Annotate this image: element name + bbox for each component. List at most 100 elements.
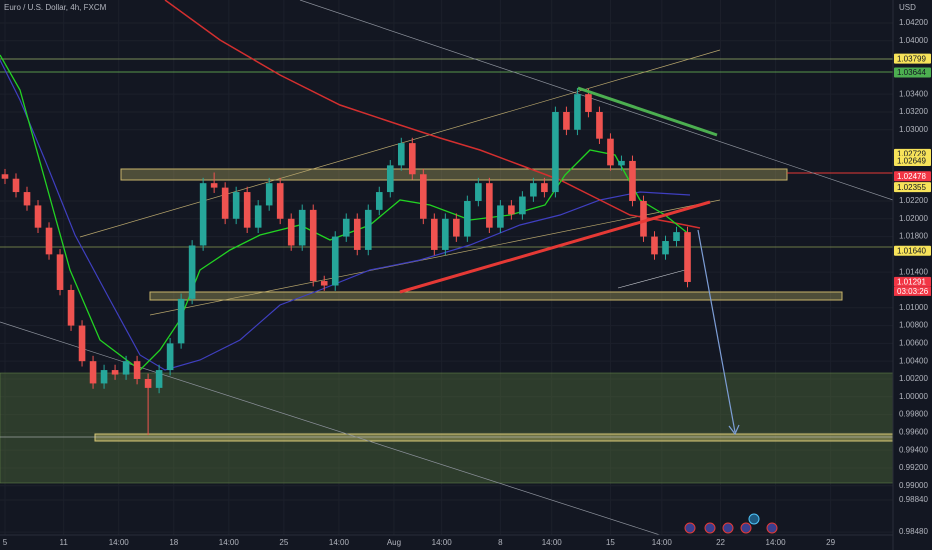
price-tag-label: 1.02729 [897, 149, 926, 158]
y-tick-label: 0.98480 [899, 527, 928, 536]
candle-body [144, 378, 152, 388]
arrow-head [728, 424, 740, 436]
candle-body [519, 196, 526, 215]
x-tick-label: 14:00 [432, 538, 453, 547]
moving-average [0, 54, 691, 371]
y-tick-label: 1.02200 [899, 196, 928, 205]
candle-body [45, 227, 53, 255]
y-tick-label: 0.98840 [899, 495, 928, 504]
candle-body [530, 183, 537, 197]
x-tick-label: 18 [169, 538, 178, 547]
candle-body [596, 111, 603, 139]
y-tick-label: 1.04000 [899, 36, 928, 45]
candle-body [265, 183, 273, 206]
candle-body [364, 209, 372, 250]
y-tick-label: 0.99600 [899, 427, 928, 436]
candle-body [442, 218, 449, 250]
price-tag-label: 1.03644 [897, 68, 926, 77]
candle-body [497, 205, 504, 228]
y-tick-label: 1.04200 [899, 18, 928, 27]
x-tick-label: 11 [60, 538, 69, 547]
target-zone [94, 433, 894, 442]
candle-body [166, 343, 174, 371]
y-tick-label: 0.99000 [899, 481, 928, 490]
candle-body [221, 187, 229, 219]
candle-body [320, 281, 328, 286]
resistance-zone [120, 168, 788, 181]
event-icons [684, 513, 778, 534]
candle-body [408, 143, 416, 175]
candle-body [199, 183, 207, 246]
y-tick-label: 1.00200 [899, 374, 928, 383]
y-tick-label: 0.99200 [899, 463, 928, 472]
candle-body [629, 160, 636, 201]
candle-body [618, 160, 625, 166]
grid [0, 0, 893, 535]
countdown-tag [894, 286, 931, 296]
candle-body [177, 298, 185, 344]
candle-body [607, 138, 614, 166]
candle-body [420, 174, 427, 219]
x-tick-label: 14:00 [652, 538, 673, 547]
price-tag-label: 1.02478 [897, 172, 926, 181]
demand-zone [0, 372, 894, 484]
channel-line [617, 269, 686, 289]
candle-body [431, 218, 438, 250]
x-tick-label: 8 [498, 538, 503, 547]
candle-body [232, 192, 240, 219]
candle-body [684, 232, 691, 282]
candle-body [375, 192, 383, 210]
candle-body [673, 232, 680, 242]
price-tag [894, 276, 931, 287]
candle-body [243, 192, 251, 228]
candle-body [210, 183, 218, 188]
candle-body [640, 200, 647, 237]
candle-body [486, 183, 493, 228]
candle-body [287, 218, 295, 246]
x-tick-label: 15 [606, 538, 615, 547]
candle-body [342, 218, 350, 237]
price-tag-label: 1.01291 [897, 277, 926, 286]
candle-body [309, 209, 317, 282]
x-tick-label: 22 [716, 538, 725, 547]
candle-body [100, 370, 108, 384]
x-tick-label: 25 [279, 538, 288, 547]
x-tick-label: 29 [826, 538, 835, 547]
candle-body [298, 209, 306, 246]
price-tag-label: 1.02649 [897, 157, 926, 166]
candle-body [353, 218, 361, 250]
candle-body [563, 111, 570, 130]
candle-body [508, 205, 515, 215]
y-tick-label: 1.02000 [899, 214, 928, 223]
candles [1, 87, 691, 436]
price-tag [894, 245, 931, 256]
price-tag [894, 53, 931, 64]
candle-body [155, 370, 163, 388]
candle-body [453, 218, 460, 237]
x-tick-label: 14:00 [109, 538, 130, 547]
y-tick-label: 1.01000 [899, 303, 928, 312]
candle-body [12, 178, 20, 193]
price-tag [894, 182, 931, 193]
x-tick-label: 5 [3, 538, 8, 547]
price-tag-label: 1.03799 [897, 54, 926, 63]
y-tick-label: 1.01800 [899, 232, 928, 241]
y-tick-label: 1.03000 [899, 125, 928, 134]
y-tick-label: 0.99400 [899, 445, 928, 454]
candle-body [23, 192, 31, 206]
y-tick-label: 1.03400 [899, 89, 928, 98]
y-tick-label: 0.99800 [899, 410, 928, 419]
candle-body [34, 205, 42, 228]
candle-body [397, 143, 405, 166]
chart-title: Euro / U.S. Dollar, 4h, FXCM [4, 3, 107, 12]
candle-body [662, 241, 669, 255]
candle-body [1, 174, 9, 179]
axes: 1.04200 1.04000 1.03400 1.03200 1.03000 1.022… [3, 18, 931, 547]
support-zone [149, 291, 843, 301]
candle-body [574, 94, 581, 130]
x-tick-label: 14:00 [329, 538, 350, 547]
y-tick-label: 1.00000 [899, 392, 928, 401]
countdown-label: 03:03:26 [897, 287, 929, 296]
